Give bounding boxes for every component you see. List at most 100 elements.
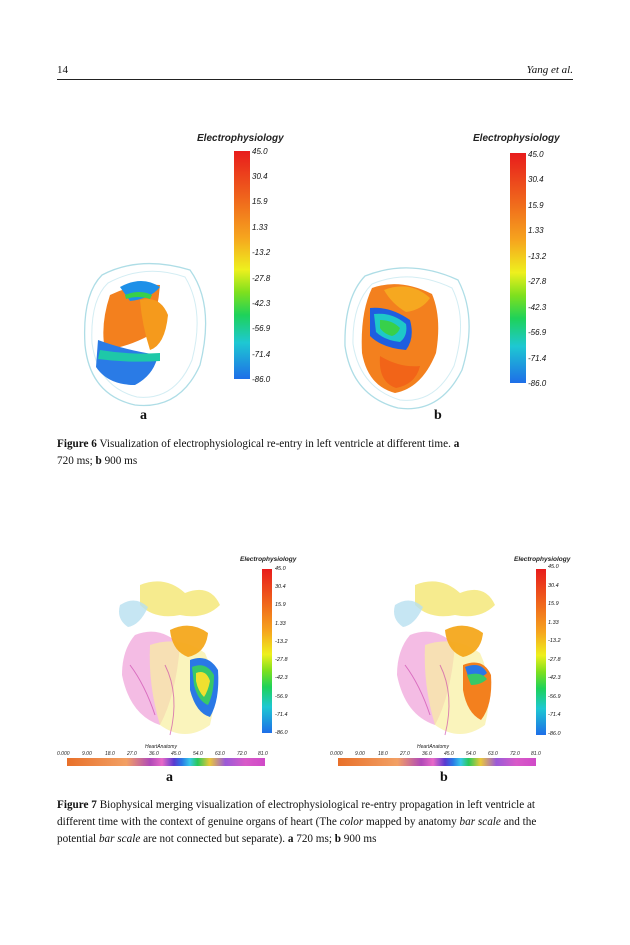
colorbar-tick: 45.0 [548, 564, 559, 570]
colorbar-tick: -71.4 [528, 354, 547, 363]
figure-7-caption-b-text: 900 ms [341, 833, 377, 845]
colorbar-tick: -71.4 [252, 350, 271, 359]
figure-7b-heart-anatomy-render [394, 581, 495, 736]
figure-7a-colorbar [262, 569, 272, 733]
anatomy-bar-tick: 27.0 [127, 751, 137, 757]
figure-7-caption-a-text: 720 ms; [293, 833, 332, 845]
figure-7b-anatomy-bar-title: HeartAnatomy [417, 744, 449, 750]
colorbar-tick: 1.33 [528, 226, 544, 235]
anatomy-bar-tick: 72.0 [510, 751, 520, 757]
colorbar-tick: 15.9 [548, 601, 559, 607]
figure-6a-colorbar-title: Electrophysiology [197, 133, 284, 144]
colorbar-tick: -13.2 [528, 252, 547, 261]
colorbar-tick: 45.0 [275, 566, 286, 572]
figure-6a-heart-render [83, 262, 207, 407]
anatomy-bar-tick: 63.0 [488, 751, 498, 757]
colorbar-tick: -27.8 [548, 657, 561, 663]
figure-6-caption-b-text: 900 ms [101, 455, 138, 467]
figure-7-caption: Figure 7 Biophysical merging visualizati… [57, 797, 573, 848]
figure-7a-colorbar-title: Electrophysiology [240, 556, 297, 563]
anatomy-bar-tick: 9.00 [82, 751, 92, 757]
anatomy-bar-tick: 0.000 [57, 751, 70, 757]
figure-7-caption-text-2: mapped by anatomy [363, 816, 460, 828]
figure-7-panel-b-label: b [440, 770, 448, 785]
figure-6-caption-b-label: b [95, 455, 102, 467]
colorbar-tick: 15.9 [252, 197, 268, 206]
colorbar-tick: 45.0 [252, 147, 268, 156]
colorbar-tick: -13.2 [275, 639, 288, 645]
figure-6-caption-text: Visualization of electrophysiological re… [96, 438, 451, 450]
colorbar-tick: -13.2 [252, 248, 271, 257]
page-number: 14 [57, 64, 68, 76]
figure-7-caption-color-word: color [339, 816, 364, 828]
figure-6-caption-a-label: a [453, 438, 460, 450]
anatomy-bar-tick: 72.0 [237, 751, 247, 757]
colorbar-tick: 1.33 [548, 620, 559, 626]
header-rule [57, 79, 573, 80]
figure-7-caption-text-4: are not connected but separate). [140, 833, 286, 845]
anatomy-bar-tick: 81.0 [531, 751, 541, 757]
colorbar-tick: -42.3 [528, 303, 547, 312]
anatomy-bar-tick: 0.000 [330, 751, 343, 757]
figure-7-label: Figure 7 [57, 799, 97, 811]
figure-6-label: Figure 6 [57, 438, 97, 450]
colorbar-tick: -86.0 [252, 375, 271, 384]
colorbar-tick: 15.9 [275, 602, 286, 608]
figure-7b-colorbar [536, 569, 546, 735]
colorbar-tick: -86.0 [548, 731, 561, 737]
figure-7-caption-bar-scale-1: bar scale [459, 816, 501, 828]
anatomy-bar-tick: 36.0 [422, 751, 432, 757]
anatomy-bar-tick: 81.0 [258, 751, 268, 757]
figure-6b-colorbar [510, 153, 526, 383]
figure-7a-anatomy-bar-ticks: 0.000 9.00 18.0 27.0 36.0 45.0 54.0 63.0… [57, 751, 268, 757]
anatomy-bar-tick: 9.00 [355, 751, 365, 757]
figure-7b-colorbar-title: Electrophysiology [514, 556, 571, 563]
colorbar-tick: -27.8 [252, 274, 271, 283]
figure-6b-heart-render [344, 267, 470, 410]
colorbar-tick: -42.3 [548, 675, 561, 681]
colorbar-tick: -71.4 [275, 712, 288, 718]
figure-6b-colorbar-title: Electrophysiology [473, 133, 560, 144]
colorbar-tick: -42.3 [275, 675, 288, 681]
anatomy-bar-tick: 18.0 [105, 751, 115, 757]
figure-7-panel-a-label: a [166, 770, 173, 785]
colorbar-tick: 1.33 [275, 621, 286, 627]
figure-7a-anatomy-bar-title: HeartAnatomy [145, 744, 177, 750]
anatomy-bar-tick: 18.0 [378, 751, 388, 757]
colorbar-tick: 45.0 [528, 150, 544, 159]
figure-7b-anatomy-bar-ticks: 0.000 9.00 18.0 27.0 36.0 45.0 54.0 63.0… [330, 751, 541, 757]
colorbar-tick: -56.9 [252, 324, 271, 333]
anatomy-bar-tick: 45.0 [444, 751, 454, 757]
colorbar-tick: 30.4 [548, 583, 559, 589]
anatomy-bar-tick: 36.0 [149, 751, 159, 757]
figure-6-caption-a-text: 720 ms; [57, 455, 93, 467]
colorbar-tick: -56.9 [528, 328, 547, 337]
colorbar-tick: -86.0 [528, 379, 547, 388]
anatomy-bar-tick: 63.0 [215, 751, 225, 757]
colorbar-tick: 15.9 [528, 201, 544, 210]
anatomy-bar-tick: 27.0 [400, 751, 410, 757]
anatomy-bar-tick: 54.0 [466, 751, 476, 757]
colorbar-tick: 30.4 [252, 172, 268, 181]
running-header: 14 Yang et al. [57, 64, 573, 80]
figure-6-caption: Figure 6 Visualization of electrophysiol… [57, 436, 477, 470]
colorbar-tick: 30.4 [275, 584, 286, 590]
colorbar-tick: -42.3 [252, 299, 271, 308]
anatomy-bar-tick: 45.0 [171, 751, 181, 757]
figure-6-panel-b-label: b [434, 408, 442, 423]
colorbar-tick: -56.9 [548, 694, 561, 700]
running-head: Yang et al. [526, 64, 573, 76]
figure-6-panel-a-label: a [140, 408, 147, 423]
figure-7a-heart-anatomy-render [119, 581, 220, 736]
colorbar-tick: 1.33 [252, 223, 268, 232]
figure-7-caption-text-1: Biophysical merging visualization of ele… [57, 799, 536, 828]
figure-7-caption-text-3: and the potential [57, 816, 537, 845]
figure-6a-colorbar [234, 151, 250, 379]
anatomy-bar-tick: 54.0 [193, 751, 203, 757]
colorbar-tick: -27.8 [528, 277, 547, 286]
figure-7-caption-bar-scale-2: bar scale [98, 833, 141, 845]
colorbar-tick: -56.9 [275, 694, 288, 700]
colorbar-tick: 30.4 [528, 175, 544, 184]
colorbar-tick: -27.8 [275, 657, 288, 663]
